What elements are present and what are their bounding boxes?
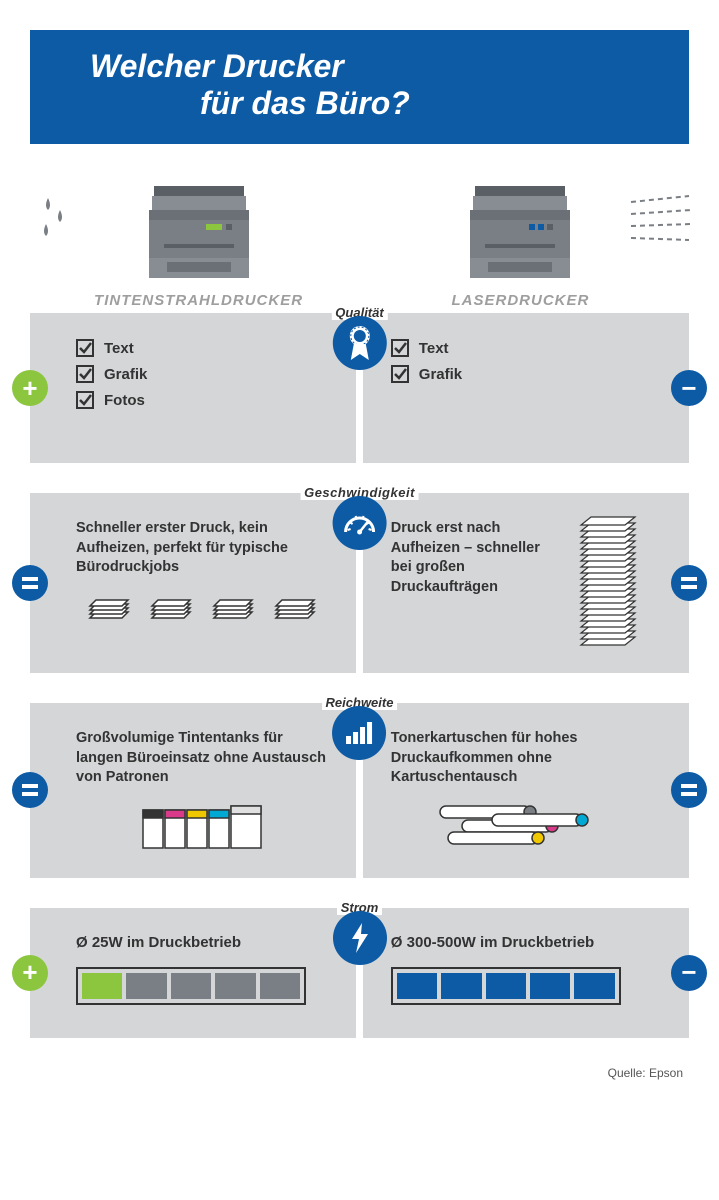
seg (171, 973, 211, 999)
seg (82, 973, 122, 999)
laser-lines-icon (629, 194, 699, 244)
power-bar-left (76, 967, 306, 1005)
comparison-sections: Qualität + Text Grafik Fotos (30, 313, 689, 1038)
seg (530, 973, 570, 999)
check-grafik-r: Grafik (391, 365, 643, 383)
gauge-icon (333, 496, 387, 550)
title-line2: für das Büro? (200, 85, 659, 122)
col-head-inkjet: TINTENSTRAHLDRUCKER (50, 292, 347, 309)
panel-reach-left: Großvolumige Tintentanks für langen Büro… (30, 703, 356, 878)
laser-column-art (372, 184, 669, 284)
plus-badge-icon: + (12, 955, 48, 991)
panel-strom-left: + Ø 25W im Druckbetrieb (30, 908, 356, 1038)
ink-tanks-art (76, 800, 328, 854)
equal-badge-icon (12, 565, 48, 601)
seg (574, 973, 614, 999)
reach-left-text: Großvolumige Tintentanks für langen Büro… (76, 729, 328, 788)
inkjet-column-art (50, 184, 347, 284)
section-reichweite: Reichweite Großvolumige Tintentanks für … (30, 703, 689, 878)
source-footer: Quelle: Epson (30, 1066, 689, 1080)
laser-printer-icon (455, 184, 585, 284)
equal-badge-icon (12, 772, 48, 808)
seg (215, 973, 255, 999)
seg (441, 973, 481, 999)
inkjet-printer-icon (134, 184, 264, 284)
center-badge-geschwindigkeit: Geschwindigkeit (300, 485, 419, 550)
title-line1: Welcher Drucker (90, 48, 659, 85)
tall-stack-art (573, 509, 643, 649)
ink-drops-icon (40, 194, 80, 244)
speed-left-text: Schneller erster Druck, kein Aufheizen, … (76, 519, 328, 578)
power-right-text: Ø 300-500W im Druckbetrieb (391, 934, 643, 951)
check-text: Text (76, 339, 328, 357)
seg (486, 973, 526, 999)
panel-reach-right: Tonerkartuschen für hohes Druckaufkommen… (363, 703, 689, 878)
minus-badge-icon: − (671, 955, 707, 991)
center-badge-strom: Strom (333, 900, 387, 965)
panel-qualitaet-right: − Text Grafik (363, 313, 689, 463)
reach-right-text: Tonerkartuschen für hohes Druckaufkommen… (391, 729, 643, 788)
check-text-r: Text (391, 339, 643, 357)
ribbon-icon (333, 316, 387, 370)
power-left-text: Ø 25W im Druckbetrieb (76, 934, 328, 951)
seg (397, 973, 437, 999)
bars-icon (332, 706, 386, 760)
infographic-page: Welcher Drucker für das Büro? (0, 0, 719, 1100)
toner-tubes-art (391, 800, 643, 850)
minus-badge-icon: − (671, 370, 707, 406)
center-badge-qualitaet: Qualität (331, 305, 387, 370)
seg (126, 973, 166, 999)
equal-badge-icon (671, 772, 707, 808)
check-grafik: Grafik (76, 365, 328, 383)
seg (260, 973, 300, 999)
equal-badge-icon (671, 565, 707, 601)
plus-badge-icon: + (12, 370, 48, 406)
title-banner: Welcher Drucker für das Büro? (30, 30, 689, 144)
center-badge-reichweite: Reichweite (322, 695, 398, 760)
panel-strom-right: − Ø 300-500W im Druckbetrieb (363, 908, 689, 1038)
section-qualitaet: Qualität + Text Grafik Fotos (30, 313, 689, 463)
section-strom: Strom + Ø 25W im Druckbetrieb (30, 908, 689, 1038)
section-geschwindigkeit: Geschwindigkeit (30, 493, 689, 673)
col-head-laser: LASERDRUCKER (372, 292, 669, 309)
power-bar-right (391, 967, 621, 1005)
small-stacks-art (76, 590, 328, 630)
check-fotos: Fotos (76, 391, 328, 409)
panel-qualitaet-left: + Text Grafik Fotos (30, 313, 356, 463)
printers-row (30, 184, 689, 284)
bolt-icon (333, 911, 387, 965)
